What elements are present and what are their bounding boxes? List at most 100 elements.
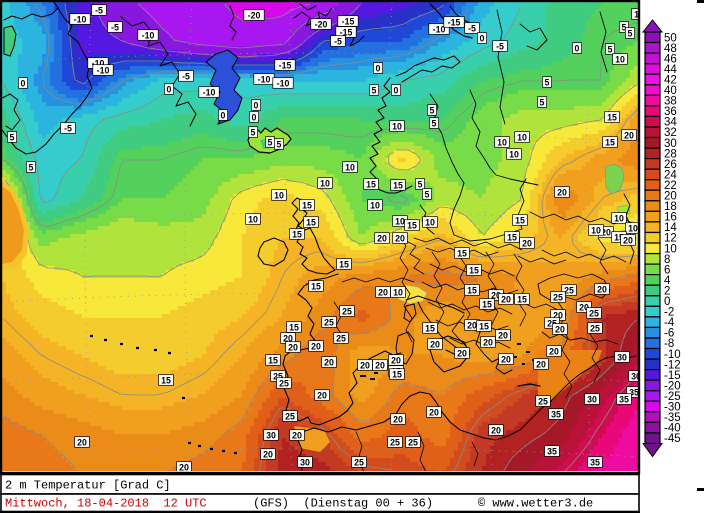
svg-text:20: 20 <box>491 291 501 301</box>
svg-text:20: 20 <box>179 463 189 473</box>
svg-text:0: 0 <box>376 64 381 74</box>
svg-text:-10: -10 <box>433 25 446 35</box>
svg-text:20: 20 <box>597 285 607 295</box>
svg-text:4: 4 <box>664 275 671 287</box>
svg-text:Mittwoch, 18-04-2018 12 UTC: Mittwoch, 18-04-2018 12 UTC <box>5 497 207 511</box>
svg-text:30: 30 <box>631 372 641 382</box>
svg-text:-15: -15 <box>340 28 353 38</box>
svg-text:30: 30 <box>617 353 627 363</box>
svg-text:15: 15 <box>392 370 402 380</box>
svg-text:20: 20 <box>557 188 567 198</box>
svg-text:2: 2 <box>664 286 670 298</box>
svg-text:0: 0 <box>252 113 257 123</box>
svg-text:-15: -15 <box>342 17 355 27</box>
svg-text:-40: -40 <box>664 423 681 435</box>
svg-text:10: 10 <box>248 215 258 225</box>
svg-text:15: 15 <box>407 221 417 231</box>
svg-text:10: 10 <box>634 10 644 20</box>
svg-text:20: 20 <box>283 334 293 344</box>
svg-text:20: 20 <box>311 342 321 352</box>
svg-text:20: 20 <box>623 236 633 246</box>
svg-text:10: 10 <box>591 226 601 236</box>
svg-text:5: 5 <box>372 86 377 96</box>
svg-text:-8: -8 <box>664 338 674 350</box>
svg-text:15: 15 <box>289 323 299 333</box>
svg-text:20: 20 <box>522 239 532 249</box>
svg-text:34: 34 <box>664 117 677 129</box>
svg-text:30: 30 <box>266 431 276 441</box>
svg-text:15: 15 <box>607 113 617 123</box>
svg-text:-10: -10 <box>74 15 87 25</box>
svg-text:25: 25 <box>390 438 400 448</box>
svg-text:-15: -15 <box>448 18 461 28</box>
svg-text:48: 48 <box>664 43 677 55</box>
svg-text:20: 20 <box>292 431 302 441</box>
svg-text:5: 5 <box>29 163 34 173</box>
svg-text:25: 25 <box>285 412 295 422</box>
svg-text:5: 5 <box>608 45 613 55</box>
svg-text:35: 35 <box>629 388 639 398</box>
svg-text:-30: -30 <box>664 402 681 414</box>
svg-text:2 m Temperatur [Grad C]: 2 m Temperatur [Grad C] <box>5 479 171 493</box>
svg-text:0: 0 <box>254 101 259 111</box>
svg-text:20: 20 <box>430 340 440 350</box>
svg-text:-2: -2 <box>664 307 674 319</box>
svg-text:38: 38 <box>664 96 677 108</box>
svg-text:20: 20 <box>457 349 467 359</box>
svg-text:15: 15 <box>425 324 435 334</box>
svg-text:10: 10 <box>497 138 507 148</box>
svg-text:0: 0 <box>221 111 226 121</box>
svg-text:20: 20 <box>395 234 405 244</box>
svg-text:20: 20 <box>467 321 477 331</box>
svg-text:5: 5 <box>545 78 550 88</box>
svg-text:-20: -20 <box>248 11 261 21</box>
svg-text:26: 26 <box>664 159 677 171</box>
svg-text:36: 36 <box>664 106 677 118</box>
svg-text:20: 20 <box>498 331 508 341</box>
svg-text:0: 0 <box>21 79 26 89</box>
svg-text:25: 25 <box>342 307 352 317</box>
svg-text:15: 15 <box>268 356 278 366</box>
svg-text:10: 10 <box>628 224 638 234</box>
svg-text:5: 5 <box>268 138 273 148</box>
svg-text:20: 20 <box>378 288 388 298</box>
svg-text:25: 25 <box>336 334 346 344</box>
svg-text:-5: -5 <box>496 42 504 52</box>
svg-text:-5: -5 <box>468 24 476 34</box>
svg-text:18: 18 <box>664 201 677 213</box>
svg-text:35: 35 <box>551 410 561 420</box>
svg-text:5: 5 <box>432 119 437 129</box>
svg-text:5: 5 <box>418 180 423 190</box>
svg-text:15: 15 <box>467 286 477 296</box>
svg-text:25: 25 <box>279 379 289 389</box>
svg-text:15: 15 <box>479 322 489 332</box>
svg-text:-10: -10 <box>92 59 105 69</box>
svg-text:-25: -25 <box>664 391 681 403</box>
svg-text:-45: -45 <box>664 433 681 445</box>
svg-text:-10: -10 <box>142 31 155 41</box>
svg-text:(GFS) (Dienstag 00 + 36): (GFS) (Dienstag 00 + 36) <box>253 497 433 511</box>
svg-text:20: 20 <box>579 303 589 313</box>
svg-text:5: 5 <box>622 23 627 33</box>
svg-text:20: 20 <box>391 356 401 366</box>
svg-text:5: 5 <box>430 106 435 116</box>
svg-text:14: 14 <box>664 222 677 234</box>
svg-text:20: 20 <box>317 391 327 401</box>
svg-text:30: 30 <box>587 395 597 405</box>
svg-text:10: 10 <box>320 179 330 189</box>
svg-text:-15: -15 <box>664 370 681 382</box>
svg-text:15: 15 <box>457 249 467 259</box>
svg-text:20: 20 <box>360 361 370 371</box>
svg-text:-10: -10 <box>277 79 290 89</box>
svg-text:25: 25 <box>324 318 334 328</box>
svg-text:20: 20 <box>536 360 546 370</box>
svg-text:-5: -5 <box>334 37 342 47</box>
svg-text:15: 15 <box>605 138 615 148</box>
svg-text:35: 35 <box>547 447 557 457</box>
svg-text:0: 0 <box>575 44 580 54</box>
svg-text:28: 28 <box>664 148 677 160</box>
svg-text:15: 15 <box>161 376 171 386</box>
svg-text:-5: -5 <box>95 6 103 16</box>
svg-text:10: 10 <box>395 217 405 227</box>
svg-text:-12: -12 <box>664 359 681 371</box>
